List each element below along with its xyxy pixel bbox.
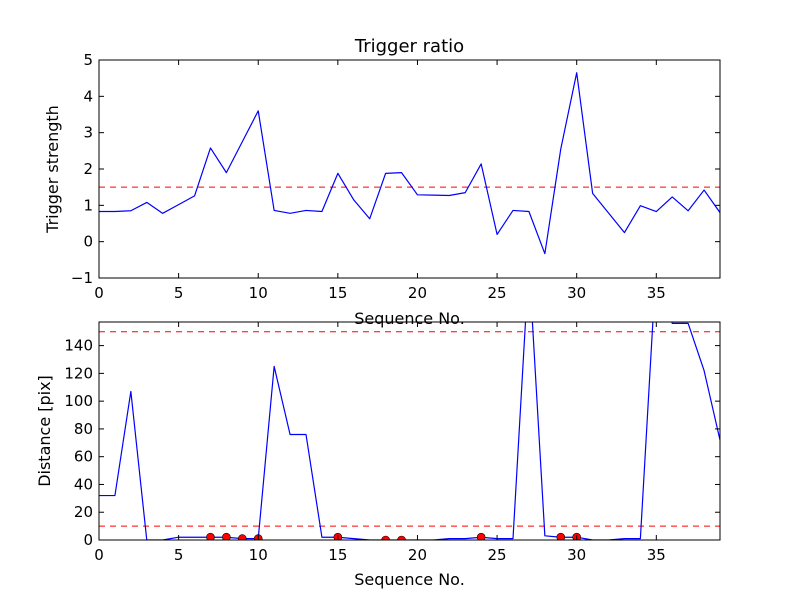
chart-title: Trigger ratio xyxy=(354,36,464,57)
y-tick-label: 100 xyxy=(64,392,93,410)
y-tick-label: 120 xyxy=(64,364,93,382)
x-tick-label: 20 xyxy=(408,546,427,564)
x-axis-label: Sequence No. xyxy=(354,570,465,589)
plot-frame xyxy=(98,59,721,279)
y-tick-label: 0 xyxy=(83,531,93,549)
x-tick-label: 30 xyxy=(567,546,586,564)
y-tick-label: 3 xyxy=(83,124,93,142)
y-tick-label: 140 xyxy=(64,337,93,355)
trigger-marker xyxy=(206,532,215,540)
y-tick-label: 0 xyxy=(83,233,93,251)
y-axis-label: Distance [pix] xyxy=(35,375,54,487)
plot-clip-group xyxy=(99,322,720,540)
x-tick-label: 35 xyxy=(647,546,666,564)
y-tick-label: 4 xyxy=(83,87,93,105)
x-tick-label: 10 xyxy=(249,546,268,564)
x-tick-label: 5 xyxy=(174,284,184,302)
axes: 0 5 10 15 20 25 30 35 0 20 40 60 80 100 120 140 xyxy=(64,322,720,564)
plot-area xyxy=(99,72,720,255)
x-tick-label: 10 xyxy=(249,284,268,302)
y-tick-label: −1 xyxy=(71,269,93,287)
distance-chart: 0 5 10 15 20 25 30 35 0 20 40 60 80 100 120 140 Sequenc… xyxy=(35,321,721,589)
y-tick-label: 60 xyxy=(74,448,93,466)
trigger-marker xyxy=(476,532,486,540)
y-tick-label: 2 xyxy=(83,160,93,178)
plot-clip-group xyxy=(99,72,720,255)
x-tick-label: 0 xyxy=(94,284,104,302)
trigger-marker xyxy=(381,535,390,540)
x-tick-label: 5 xyxy=(174,546,184,564)
x-tick-label: 0 xyxy=(94,546,104,564)
x-tick-label: 35 xyxy=(647,284,666,302)
x-tick-label: 15 xyxy=(328,284,347,302)
x-tick-label: 25 xyxy=(488,284,507,302)
series-line xyxy=(99,72,720,255)
y-tick-label: 5 xyxy=(83,51,93,69)
plot-area xyxy=(99,322,720,540)
plot-frame xyxy=(98,321,721,541)
x-tick-label: 30 xyxy=(567,284,586,302)
x-tick-label: 20 xyxy=(408,284,427,302)
trigger-marker xyxy=(397,535,406,540)
y-tick-label: 20 xyxy=(74,503,93,521)
x-axis-label: Sequence No. xyxy=(354,309,465,328)
y-tick-label: 1 xyxy=(83,196,93,214)
trigger-marker xyxy=(222,532,231,540)
trigger-marker xyxy=(556,532,566,540)
y-axis-label: Trigger strength xyxy=(43,105,62,234)
series-line xyxy=(99,322,720,540)
trigger-marker xyxy=(238,534,247,540)
x-tick-label: 25 xyxy=(488,546,507,564)
y-tick-label: 80 xyxy=(74,420,93,438)
y-tick-label: 40 xyxy=(74,475,93,493)
x-tick-label: 15 xyxy=(328,546,347,564)
